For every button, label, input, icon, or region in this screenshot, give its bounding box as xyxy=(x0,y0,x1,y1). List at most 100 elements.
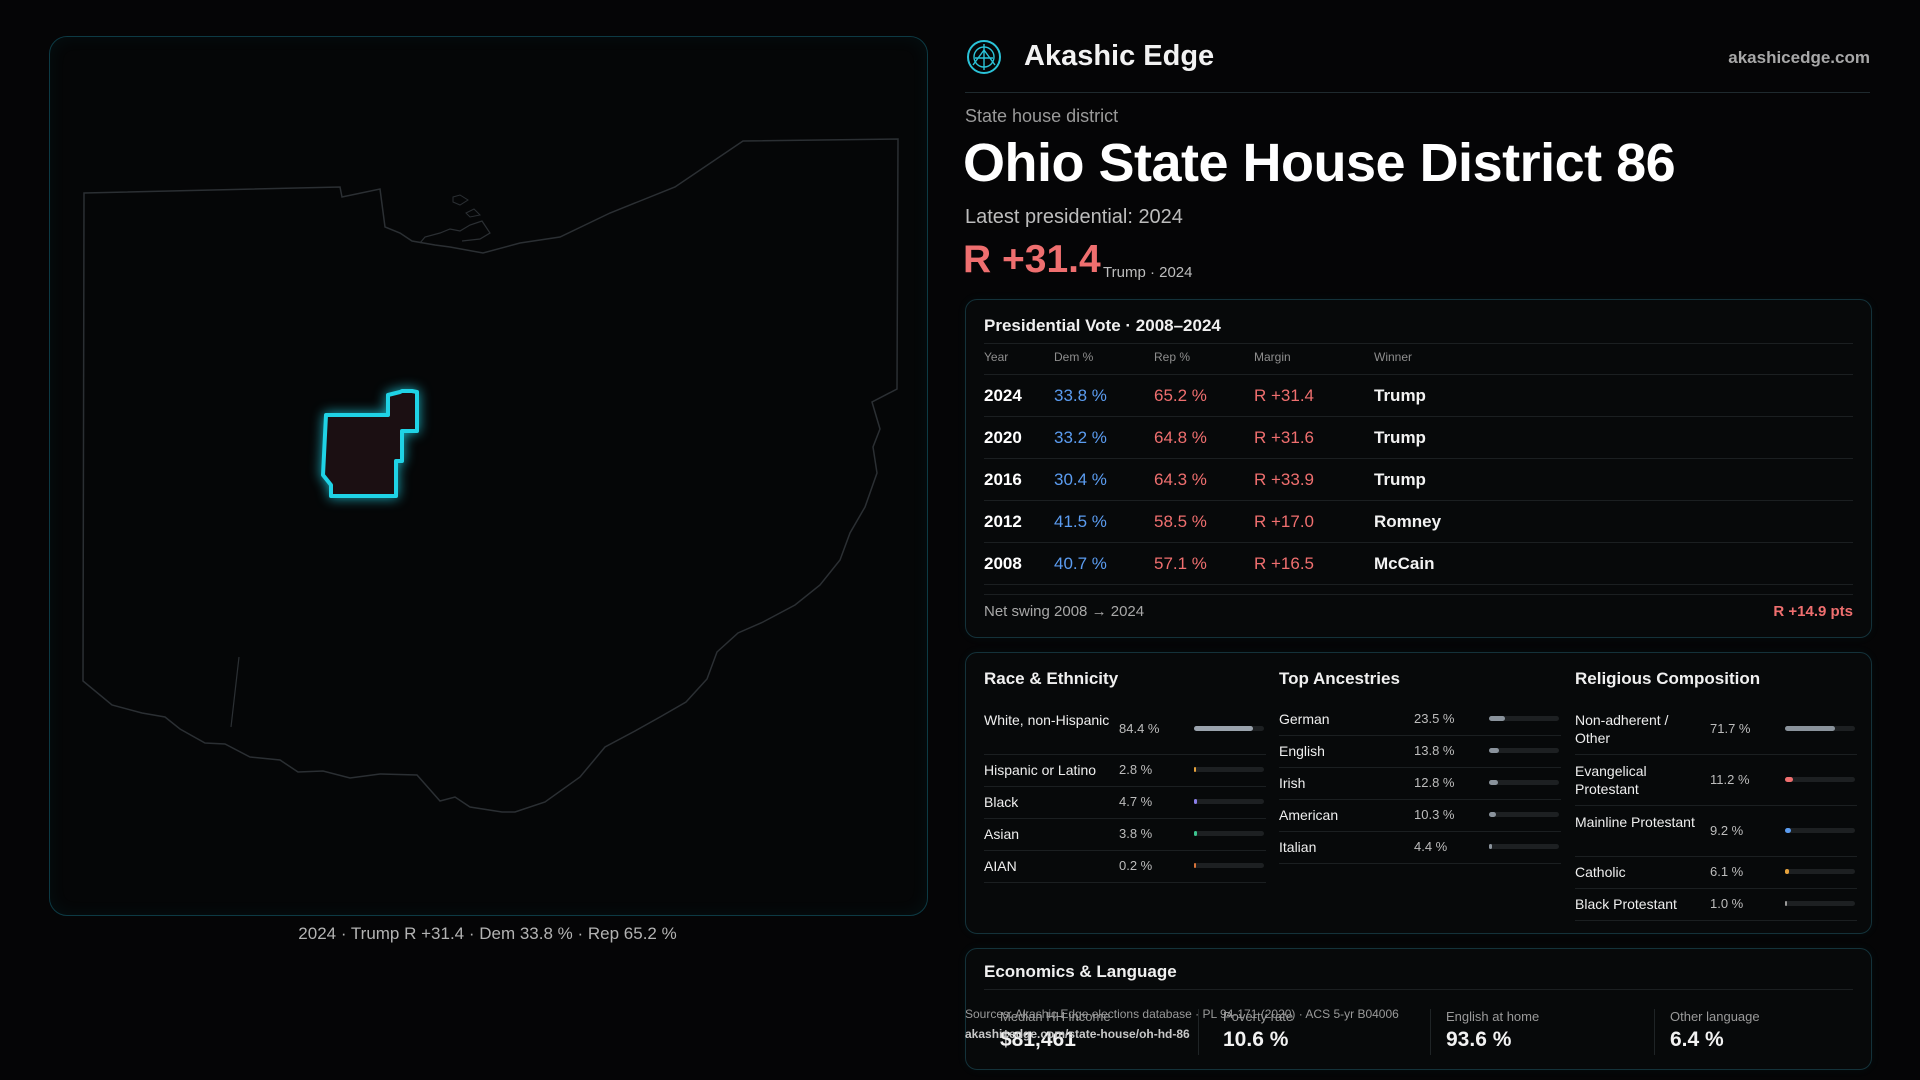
row-year: 2012 xyxy=(984,512,1022,531)
item-label: Irish xyxy=(1279,775,1306,791)
item-bar-fill xyxy=(1785,869,1790,874)
header: Akashic Edge akashicedge.com xyxy=(965,36,1870,93)
item-bar-fill xyxy=(1489,844,1493,849)
item-bar-fill xyxy=(1785,726,1836,731)
col-header-rep: Rep % xyxy=(1154,350,1191,364)
item-bar-fill xyxy=(1194,863,1196,868)
ancestry-title: Top Ancestries xyxy=(1279,669,1400,688)
item-value: 1.0 % xyxy=(1710,896,1744,911)
row-dem: 33.2 % xyxy=(1054,428,1107,447)
row-dem: 41.5 % xyxy=(1054,512,1107,531)
page-title: Ohio State House District 86 xyxy=(963,133,1676,193)
item-label: German xyxy=(1279,711,1330,727)
item-value: 10.3 % xyxy=(1414,807,1455,822)
item-bar-fill xyxy=(1194,767,1196,772)
row-winner: Trump xyxy=(1374,470,1426,489)
item-value: 6.1 % xyxy=(1710,864,1744,879)
divider xyxy=(984,374,1853,375)
row-dem: 40.7 % xyxy=(1054,554,1107,573)
vote-card-title: Presidential Vote · 2008–2024 xyxy=(984,316,1221,335)
net-swing-value: R +14.9 pts xyxy=(1773,603,1853,620)
item-bar-track xyxy=(1194,831,1264,836)
divider xyxy=(1654,1009,1655,1055)
item-label: Asian xyxy=(984,826,1020,842)
headline-margin-sub: Trump · 2024 xyxy=(1103,264,1193,281)
map-caption: 2024 · Trump R +31.4 · Dem 33.8 % · Rep … xyxy=(298,924,677,943)
row-margin: R +16.5 xyxy=(1254,554,1315,573)
list-item: Black 4.7 % xyxy=(984,786,1266,819)
source-url-link[interactable]: akashicedge.com/state-house/oh-hd-86 xyxy=(965,1027,1190,1041)
row-rep: 64.8 % xyxy=(1154,428,1207,447)
item-value: 13.8 % xyxy=(1414,743,1455,758)
net-swing-label: Net swing 2008 → 2024 xyxy=(984,603,1145,620)
item-bar-fill xyxy=(1489,812,1497,817)
item-bar-fill xyxy=(1194,831,1197,836)
row-margin: R +31.6 xyxy=(1254,428,1315,447)
row-year: 2020 xyxy=(984,428,1022,447)
table-row[interactable]: 2024 33.8 % 65.2 % R +31.4 Trump xyxy=(984,375,1853,417)
ohio-south-boundary xyxy=(230,656,240,728)
item-bar-fill xyxy=(1489,780,1498,785)
econ-label: Median HH income xyxy=(1000,1009,1111,1024)
site-link[interactable]: akashicedge.com xyxy=(1728,48,1870,67)
item-bar-fill xyxy=(1194,799,1198,804)
list-item: Non-adherent / Other 71.7 % xyxy=(1575,703,1857,755)
row-year: 2016 xyxy=(984,470,1022,489)
list-item: Hispanic or Latino 2.8 % xyxy=(984,754,1266,787)
divider xyxy=(984,343,1853,344)
item-value: 2.8 % xyxy=(1119,762,1153,777)
item-bar-fill xyxy=(1785,828,1792,833)
list-item: Italian 4.4 % xyxy=(1279,831,1561,864)
item-label: Hispanic or Latino xyxy=(984,762,1097,778)
econ-median-income: Median HH income $81,461 xyxy=(1000,1009,1200,1052)
religion-title: Religious Composition xyxy=(1575,669,1761,688)
table-row[interactable]: 2008 40.7 % 57.1 % R +16.5 McCain xyxy=(984,543,1853,585)
list-item: AIAN 0.2 % xyxy=(984,850,1266,883)
row-rep: 64.3 % xyxy=(1154,470,1207,489)
item-value: 3.8 % xyxy=(1119,826,1153,841)
item-label: Mainline Protestant xyxy=(1575,814,1695,830)
race-title: Race & Ethnicity xyxy=(984,669,1119,688)
row-winner: McCain xyxy=(1374,554,1435,573)
divider xyxy=(1198,1009,1199,1055)
item-label: Non-adherent / Other xyxy=(1575,712,1669,746)
table-row[interactable]: 2012 41.5 % 58.5 % R +17.0 Romney xyxy=(984,501,1853,543)
row-winner: Romney xyxy=(1374,512,1442,531)
item-bar-track xyxy=(1194,863,1264,868)
divider xyxy=(1430,1009,1431,1055)
econ-value: $81,461 xyxy=(1000,1028,1076,1051)
item-bar-fill xyxy=(1489,716,1506,721)
brand-name[interactable]: Akashic Edge xyxy=(1024,40,1215,72)
econ-title: Economics & Language xyxy=(984,962,1177,981)
list-item: American 10.3 % xyxy=(1279,799,1561,832)
row-winner: Trump xyxy=(1374,386,1426,405)
econ-value: 93.6 % xyxy=(1446,1028,1512,1051)
item-bar-fill xyxy=(1785,777,1793,782)
col-header-dem: Dem % xyxy=(1054,350,1094,364)
district-kicker: State house district xyxy=(965,106,1119,126)
item-bar-track xyxy=(1194,799,1264,804)
item-value: 11.2 % xyxy=(1710,772,1750,787)
row-dem: 33.8 % xyxy=(1054,386,1107,405)
econ-value: 6.4 % xyxy=(1670,1028,1724,1051)
list-item: Catholic 6.1 % xyxy=(1575,856,1857,889)
item-bar-fill xyxy=(1489,748,1499,753)
col-header-year: Year xyxy=(984,350,1009,364)
list-item: White, non-Hispanic 84.4 % xyxy=(984,703,1266,755)
item-value: 0.2 % xyxy=(1119,858,1153,873)
table-row[interactable]: 2020 33.2 % 64.8 % R +31.6 Trump xyxy=(984,417,1853,459)
econ-label: Other language xyxy=(1670,1009,1760,1024)
list-item: Mainline Protestant 9.2 % xyxy=(1575,805,1857,857)
item-label: Italian xyxy=(1279,839,1317,855)
ohio-map xyxy=(82,138,899,813)
list-item: Black Protestant 1.0 % xyxy=(1575,888,1857,921)
district-map-panel[interactable] xyxy=(49,36,928,916)
col-header-margin: Margin xyxy=(1254,350,1291,364)
list-item: English 13.8 % xyxy=(1279,735,1561,768)
latest-presidential: Latest presidential: 2024 xyxy=(965,206,1183,228)
table-row[interactable]: 2016 30.4 % 64.3 % R +33.9 Trump xyxy=(984,459,1853,501)
list-item: Asian 3.8 % xyxy=(984,818,1266,851)
akashic-edge-logo-icon[interactable] xyxy=(965,38,1003,76)
list-item: German 23.5 % xyxy=(1279,703,1561,736)
item-value: 12.8 % xyxy=(1414,775,1455,790)
